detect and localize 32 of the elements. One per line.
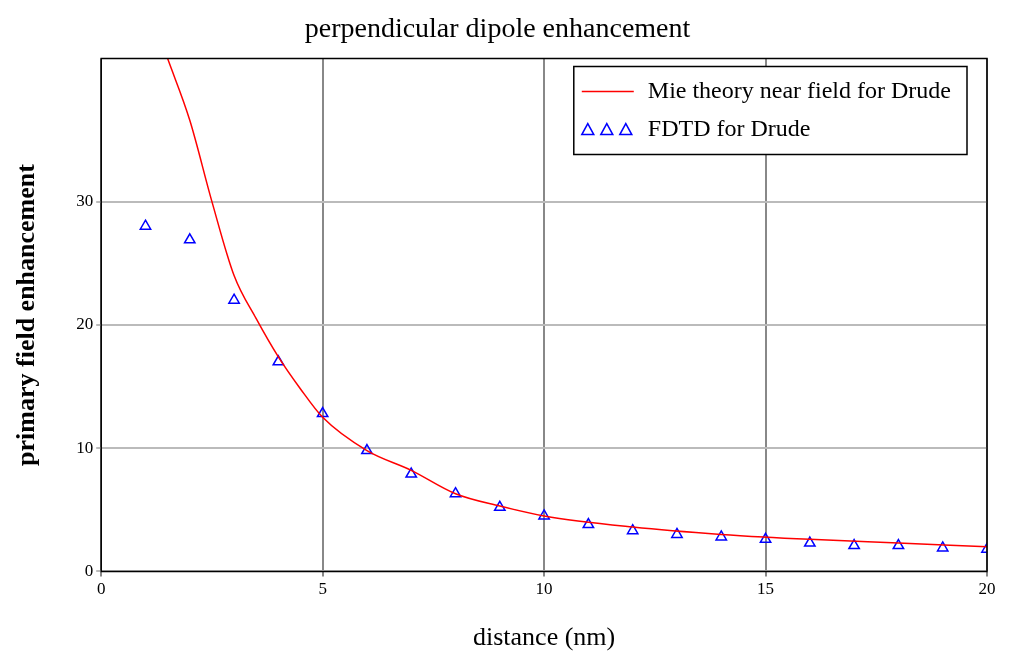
- point: [493, 500, 506, 512]
- chart-title: perpendicular dipole enhancement: [304, 12, 691, 44]
- y-tick-label: 20: [76, 314, 94, 334]
- y-axis-title: primary field enhancement: [11, 163, 41, 466]
- point: [582, 517, 595, 529]
- x-tick-label: 10: [535, 579, 553, 599]
- point: [538, 509, 551, 520]
- y-tick-label: 30: [76, 191, 94, 211]
- point: [892, 538, 905, 550]
- point: [449, 486, 462, 498]
- point: [272, 355, 285, 366]
- point: [139, 219, 152, 230]
- x-tick-label: 5: [318, 579, 327, 599]
- legend-label: FDTD for Drude: [647, 114, 811, 141]
- x-tick-label: 15: [757, 579, 775, 599]
- legend-label: Mie theory near field for Drude: [647, 76, 952, 103]
- y-tick-label: 0: [84, 560, 94, 580]
- point: [671, 527, 683, 539]
- point: [360, 443, 373, 455]
- point: [936, 541, 949, 552]
- point: [183, 233, 196, 244]
- point: [405, 467, 418, 478]
- point: [803, 536, 816, 547]
- point: [759, 532, 772, 544]
- point: [228, 293, 241, 304]
- y-tick-label: 10: [76, 437, 94, 457]
- point: [316, 406, 329, 418]
- point: [848, 538, 861, 550]
- point: [626, 523, 639, 535]
- x-tick-label: 20: [978, 579, 996, 599]
- x-axis-title: distance (nm): [472, 622, 616, 652]
- point: [715, 530, 728, 541]
